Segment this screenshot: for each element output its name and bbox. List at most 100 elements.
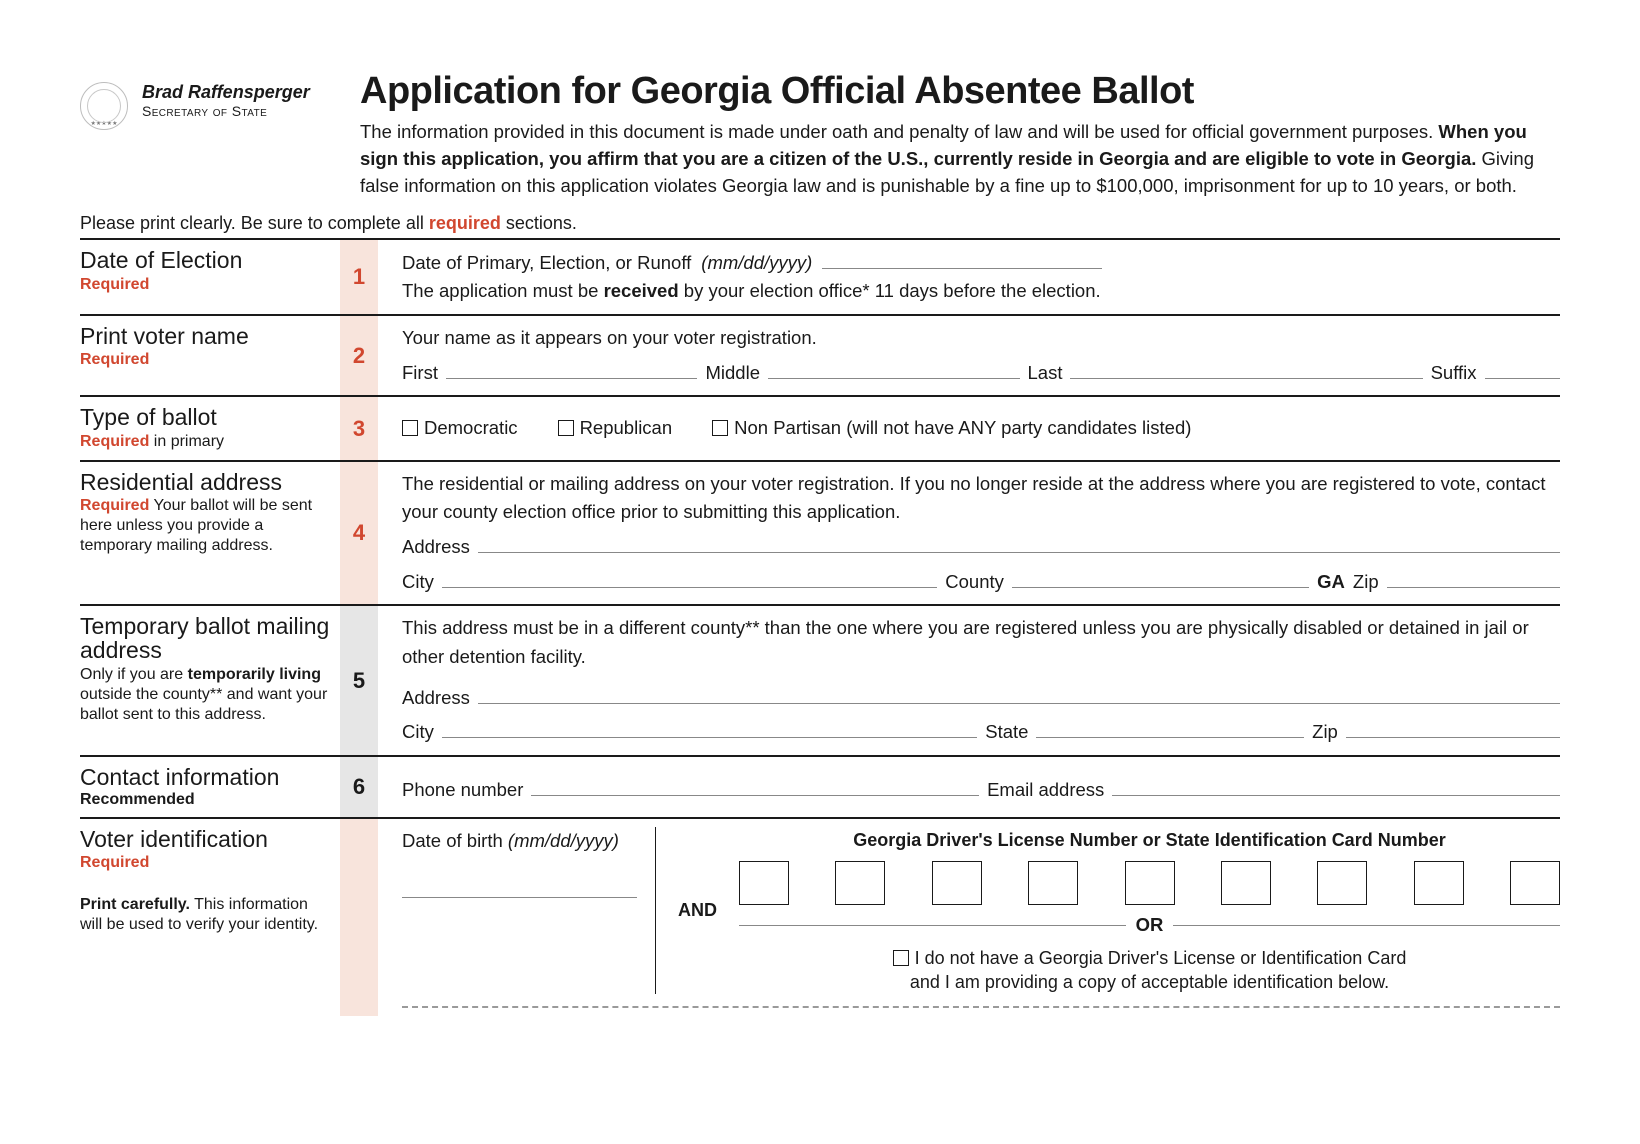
middle-name-label: Middle (705, 359, 760, 388)
zip-input[interactable] (1387, 569, 1560, 588)
id-digit-box[interactable] (1317, 861, 1367, 905)
suffix-label: Suffix (1431, 359, 1477, 388)
section-temporary-address: Temporary ballot mailing address Only if… (80, 606, 1560, 757)
middle-name-input[interactable] (768, 360, 1020, 379)
ballot-nonpartisan-checkbox[interactable]: Non Partisan (will not have ANY party ca… (712, 414, 1191, 443)
deadline-post: by your election office* 11 days before … (679, 280, 1101, 301)
required-label: Required (80, 497, 149, 514)
temp-zip-input[interactable] (1346, 720, 1560, 739)
section-number: 4 (340, 462, 378, 605)
election-date-input[interactable] (822, 248, 1102, 268)
zip-label: Zip (1353, 568, 1379, 597)
date-label: Date of Primary, Election, or Runoff (402, 249, 691, 278)
state-seal-icon (80, 82, 128, 130)
id-digit-box[interactable] (1510, 861, 1560, 905)
dob-label: Date of birth (402, 830, 508, 851)
temp-state-input[interactable] (1036, 720, 1304, 739)
section-number: 2 (340, 316, 378, 395)
phone-input[interactable] (531, 777, 979, 796)
first-name-input[interactable] (446, 360, 698, 379)
header: Brad Raffensperger Secretary of State Ap… (80, 70, 1560, 199)
and-label: AND (674, 897, 721, 925)
county-input[interactable] (1012, 569, 1309, 588)
section-residential-address: Residential address Required Your ballot… (80, 462, 1560, 607)
vertical-divider (655, 827, 656, 994)
temp-state-label: State (985, 718, 1028, 747)
official-title: Secretary of State (142, 103, 310, 119)
id-digit-box[interactable] (932, 861, 982, 905)
ballot-republican-checkbox[interactable]: Republican (558, 414, 673, 443)
official-block: Brad Raffensperger Secretary of State (80, 70, 330, 199)
section-ballot-type: Type of ballot Required in primary 3 Dem… (80, 397, 1560, 461)
id-digit-box[interactable] (1028, 861, 1078, 905)
no-license-checkbox[interactable] (893, 948, 915, 968)
no-license-text-1: I do not have a Georgia Driver's License… (915, 948, 1407, 968)
city-input[interactable] (442, 569, 937, 588)
section-number: 5 (340, 606, 378, 755)
or-rule-right (1173, 925, 1560, 926)
section-heading: Temporary ballot mailing address (80, 614, 330, 662)
county-label: County (945, 568, 1004, 597)
dashed-divider (402, 1006, 1560, 1008)
instruction-post: sections. (501, 213, 577, 233)
id-digit-box[interactable] (835, 861, 885, 905)
email-input[interactable] (1112, 777, 1560, 796)
section-heading: Residential address (80, 470, 330, 494)
temp-zip-label: Zip (1312, 718, 1338, 747)
checkbox-icon (558, 420, 574, 436)
email-label: Email address (987, 776, 1104, 805)
temp-city-input[interactable] (442, 720, 977, 739)
id-digit-box[interactable] (1125, 861, 1175, 905)
suffix-input[interactable] (1485, 360, 1560, 379)
last-name-input[interactable] (1070, 360, 1422, 379)
name-instruction: Your name as it appears on your voter re… (402, 324, 1560, 353)
section-heading: Date of Election (80, 248, 330, 272)
intro-pre: The information provided in this documen… (360, 121, 1438, 142)
page-title: Application for Georgia Official Absente… (360, 70, 1560, 113)
instruction-line: Please print clearly. Be sure to complet… (80, 213, 1560, 234)
section-number: 1 (340, 240, 378, 314)
section-heading: Contact information (80, 765, 330, 789)
required-suffix: in primary (149, 433, 224, 450)
id-number-boxes[interactable] (739, 861, 1560, 905)
ballot-democratic-checkbox[interactable]: Democratic (402, 414, 518, 443)
id-digit-box[interactable] (739, 861, 789, 905)
phone-label: Phone number (402, 776, 523, 805)
id-digit-box[interactable] (1414, 861, 1464, 905)
section-voter-name: Print voter name Required 2 Your name as… (80, 316, 1560, 397)
instruction-pre: Please print clearly. Be sure to complet… (80, 213, 429, 233)
address-input[interactable] (478, 534, 1560, 553)
section-heading: Type of ballot (80, 405, 330, 429)
dob-format-hint: (mm/dd/yyyy) (508, 830, 619, 851)
sub-pre: Only if you are (80, 666, 188, 683)
title-block: Application for Georgia Official Absente… (360, 70, 1560, 199)
section-date-of-election: Date of Election Required 1 Date of Prim… (80, 240, 1560, 316)
state-fixed: GA (1317, 568, 1345, 597)
instruction-red: required (429, 213, 501, 233)
section-number: 3 (340, 397, 378, 459)
temp-address-instruction: This address must be in a different coun… (402, 614, 1560, 671)
no-license-text-2: and I am providing a copy of acceptable … (910, 972, 1389, 992)
city-label: City (402, 568, 434, 597)
section-voter-id: Voter identification Required Print care… (80, 819, 1560, 1016)
recommended-label: Recommended (80, 791, 330, 809)
checkbox-icon (893, 950, 909, 966)
checkbox-icon (402, 420, 418, 436)
temp-address-label: Address (402, 684, 470, 713)
last-name-label: Last (1028, 359, 1063, 388)
required-label: Required (80, 854, 149, 871)
intro-paragraph: The information provided in this documen… (360, 119, 1560, 199)
section-contact-info: Contact information Recommended 6 Phone … (80, 757, 1560, 819)
or-rule-left (739, 925, 1126, 926)
address-instruction: The residential or mailing address on yo… (402, 470, 1560, 527)
temp-city-label: City (402, 718, 434, 747)
sub-post: outside the county** and want your ballo… (80, 686, 327, 723)
print-carefully-label: Print carefully. (80, 896, 190, 913)
id-number-header: Georgia Driver's License Number or State… (739, 827, 1560, 855)
temp-address-input[interactable] (478, 685, 1560, 704)
section-heading: Voter identification (80, 827, 330, 851)
dob-input[interactable] (402, 856, 637, 898)
id-digit-box[interactable] (1221, 861, 1271, 905)
required-label: Required (80, 433, 149, 450)
sub-bold: temporarily living (188, 666, 321, 683)
